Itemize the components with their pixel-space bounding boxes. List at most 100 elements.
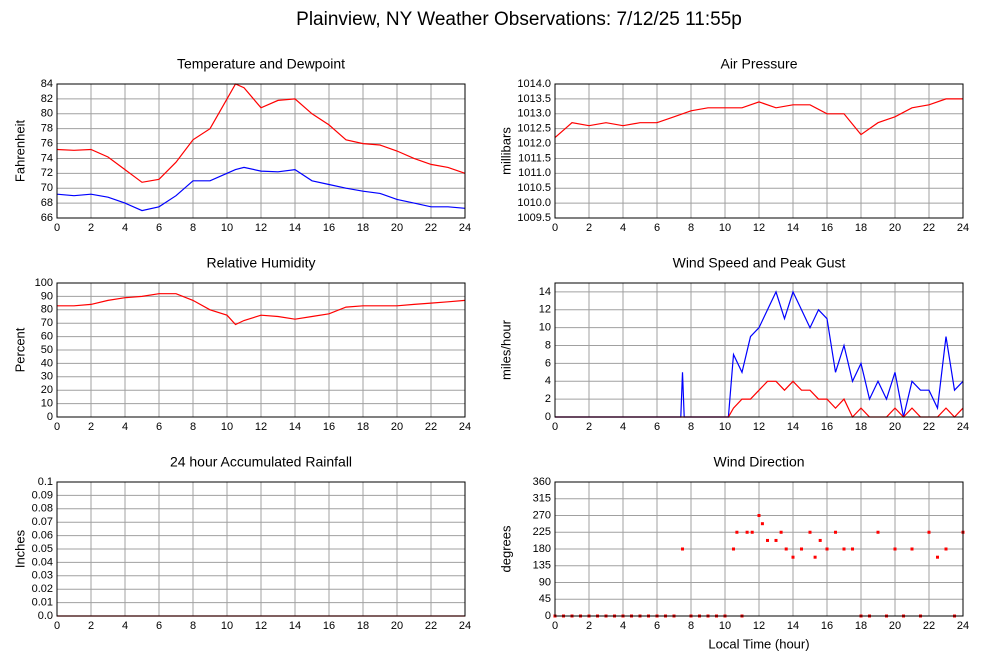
data-point [813, 555, 817, 559]
y-tick-label: 8 [545, 339, 551, 351]
x-tick-label: 0 [552, 421, 558, 433]
data-point [766, 538, 769, 542]
x-tick-label: 12 [753, 421, 765, 433]
data-point [842, 547, 846, 551]
y-tick-label: 70 [41, 317, 53, 329]
y-tick-label: 90 [41, 290, 53, 302]
y-tick-label: 180 [533, 543, 551, 555]
x-tick-label: 2 [586, 620, 592, 632]
x-tick-label: 22 [923, 620, 935, 632]
data-point [851, 547, 854, 551]
y-tick-label: 70 [41, 182, 53, 194]
data-point [784, 547, 788, 551]
x-tick-label: 12 [255, 421, 267, 433]
x-tick-label: 8 [190, 222, 196, 234]
data-point [927, 530, 931, 534]
y-tick-label: 0.06 [32, 530, 53, 542]
data-point [944, 547, 948, 551]
x-tick-label: 20 [391, 421, 403, 433]
plot-border [554, 282, 964, 418]
data-point [760, 522, 764, 526]
x-tick-label: 16 [821, 620, 833, 632]
x-tick-label: 24 [957, 421, 969, 433]
y-tick-label: 0.0 [38, 610, 53, 622]
x-tick-label: 14 [289, 222, 301, 234]
data-line [555, 380, 964, 419]
x-tick-label: 4 [122, 421, 128, 433]
x-tick-label: 24 [957, 620, 969, 632]
y-tick-label: 84 [41, 78, 53, 90]
plot-border [554, 481, 964, 617]
x-tick-label: 20 [889, 620, 901, 632]
y-tick-label: 225 [533, 526, 551, 538]
y-tick-label: 66 [41, 212, 53, 224]
y-tick-label: 135 [533, 560, 551, 572]
x-tick-label: 18 [855, 421, 867, 433]
x-tick-label: 2 [586, 222, 592, 234]
y-tick-label: 1010.5 [517, 182, 551, 194]
y-tick-label: 1010.0 [517, 197, 551, 209]
data-point [745, 530, 749, 534]
x-tick-label: 24 [957, 222, 969, 234]
x-tick-label: 8 [688, 620, 694, 632]
x-tick-label: 8 [688, 421, 694, 433]
x-tick-label: 10 [719, 421, 731, 433]
x-tick-label: 0 [552, 222, 558, 234]
data-line [555, 290, 964, 418]
y-tick-label: 90 [539, 576, 551, 588]
y-tick-label: 74 [41, 152, 53, 164]
data-point [757, 514, 761, 517]
y-tick-label: 80 [41, 108, 53, 120]
x-tick-label: 24 [459, 222, 471, 234]
x-tick-label: 2 [88, 222, 94, 234]
data-line [56, 83, 466, 183]
y-axis-label: Fahrenheit [12, 120, 27, 183]
data-point [735, 530, 739, 534]
y-tick-label: 12 [539, 304, 551, 316]
plot-border [56, 481, 466, 617]
chart-title: Wind Speed and Peak Gust [673, 255, 846, 271]
chart-title: Wind Direction [713, 454, 804, 470]
y-tick-label: 45 [539, 593, 551, 605]
x-tick-label: 6 [654, 620, 660, 632]
x-tick-label: 20 [391, 222, 403, 234]
x-tick-label: 18 [357, 620, 369, 632]
y-tick-label: 72 [41, 167, 53, 179]
data-point [808, 530, 812, 534]
y-tick-label: 78 [41, 123, 53, 135]
x-tick-label: 10 [719, 222, 731, 234]
x-tick-label: 20 [889, 421, 901, 433]
y-tick-label: 0 [545, 610, 551, 622]
x-tick-label: 2 [88, 421, 94, 433]
plot-border [554, 83, 964, 219]
x-tick-label: 16 [821, 421, 833, 433]
x-tick-label: 18 [357, 421, 369, 433]
data-line [56, 166, 466, 212]
data-point [910, 547, 914, 551]
y-tick-label: 6 [545, 357, 551, 369]
x-tick-label: 12 [255, 620, 267, 632]
x-tick-label: 10 [221, 222, 233, 234]
y-tick-label: 0.1 [38, 476, 53, 488]
x-tick-label: 0 [54, 620, 60, 632]
x-tick-label: 4 [122, 222, 128, 234]
x-tick-label: 12 [753, 222, 765, 234]
data-point [876, 530, 880, 534]
y-tick-label: 360 [533, 476, 551, 488]
y-tick-label: 0.05 [32, 543, 53, 555]
y-axis-label: millibars [498, 127, 513, 175]
x-tick-label: 4 [620, 421, 626, 433]
y-tick-label: 0.04 [32, 556, 53, 568]
x-tick-label: 10 [221, 620, 233, 632]
x-tick-label: 14 [289, 620, 301, 632]
x-tick-label: 4 [122, 620, 128, 632]
y-tick-label: 1014.0 [517, 78, 551, 90]
data-point [800, 547, 803, 551]
x-tick-label: 22 [425, 222, 437, 234]
x-tick-label: 16 [323, 222, 335, 234]
chart-title: Air Pressure [720, 56, 797, 72]
x-tick-label: 6 [156, 421, 162, 433]
x-tick-label: 24 [459, 620, 471, 632]
y-tick-label: 0.07 [32, 516, 53, 528]
